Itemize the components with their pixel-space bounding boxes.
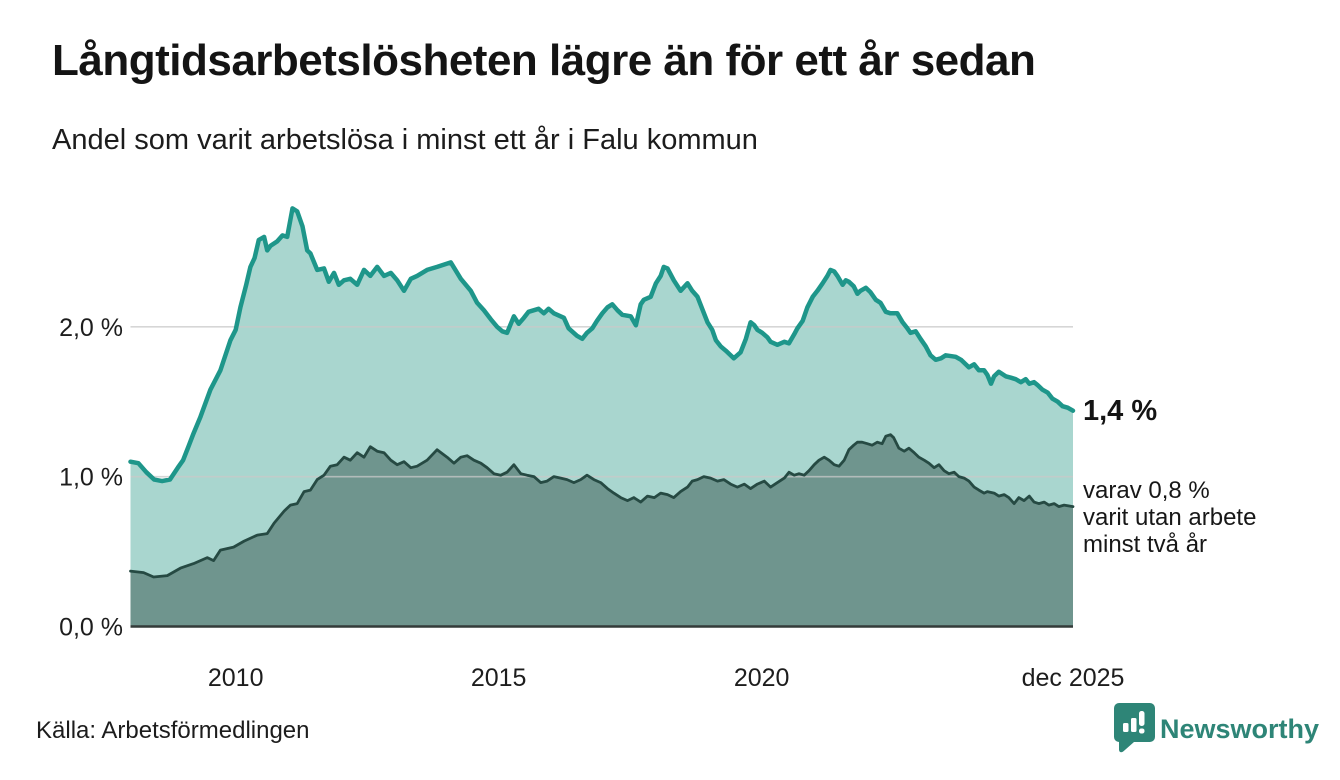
two-year-annotation-line1: varav 0,8 % — [1083, 477, 1210, 504]
brand-name: Newsworthy — [1160, 714, 1320, 744]
two-year-annotation-line3: minst två år — [1083, 531, 1208, 558]
two-year-annotation-line2: varit utan arbete — [1083, 504, 1257, 531]
series-line-one-year — [128, 206, 1076, 484]
y-tick-label-2: 2,0 % — [59, 314, 123, 342]
latest-value-label: 1,4 % — [1083, 395, 1158, 427]
x-tick-label-2015: 2015 — [471, 664, 527, 692]
logo-bar-small — [1123, 723, 1129, 732]
logo-exclamation-bar — [1139, 711, 1145, 726]
page-title: Långtidsarbetslösheten lägre än för ett … — [52, 36, 1036, 85]
y-tick-label-1: 1,0 % — [59, 464, 123, 492]
two-year-annotation: varav 0,8 % varit utan arbete minst två … — [1083, 477, 1256, 558]
logo-bar-medium — [1131, 718, 1137, 732]
source-caption: Källa: Arbetsförmedlingen — [36, 717, 310, 744]
series-area-two-years — [130, 434, 1073, 627]
chart-subtitle: Andel som varit arbetslösa i minst ett å… — [52, 124, 758, 156]
x-tick-label-2020: 2020 — [734, 664, 790, 692]
newsworthy-logo: Newsworthy — [1114, 702, 1319, 758]
x-tick-label-2010: 2010 — [208, 664, 264, 692]
newsworthy-logo-icon — [1114, 703, 1155, 753]
x-tick-label-dec-2025: dec 2025 — [1022, 664, 1125, 692]
logo-exclamation-dot — [1139, 728, 1145, 734]
series-line-two-years — [129, 433, 1075, 579]
y-tick-label-0: 0,0 % — [59, 614, 123, 642]
